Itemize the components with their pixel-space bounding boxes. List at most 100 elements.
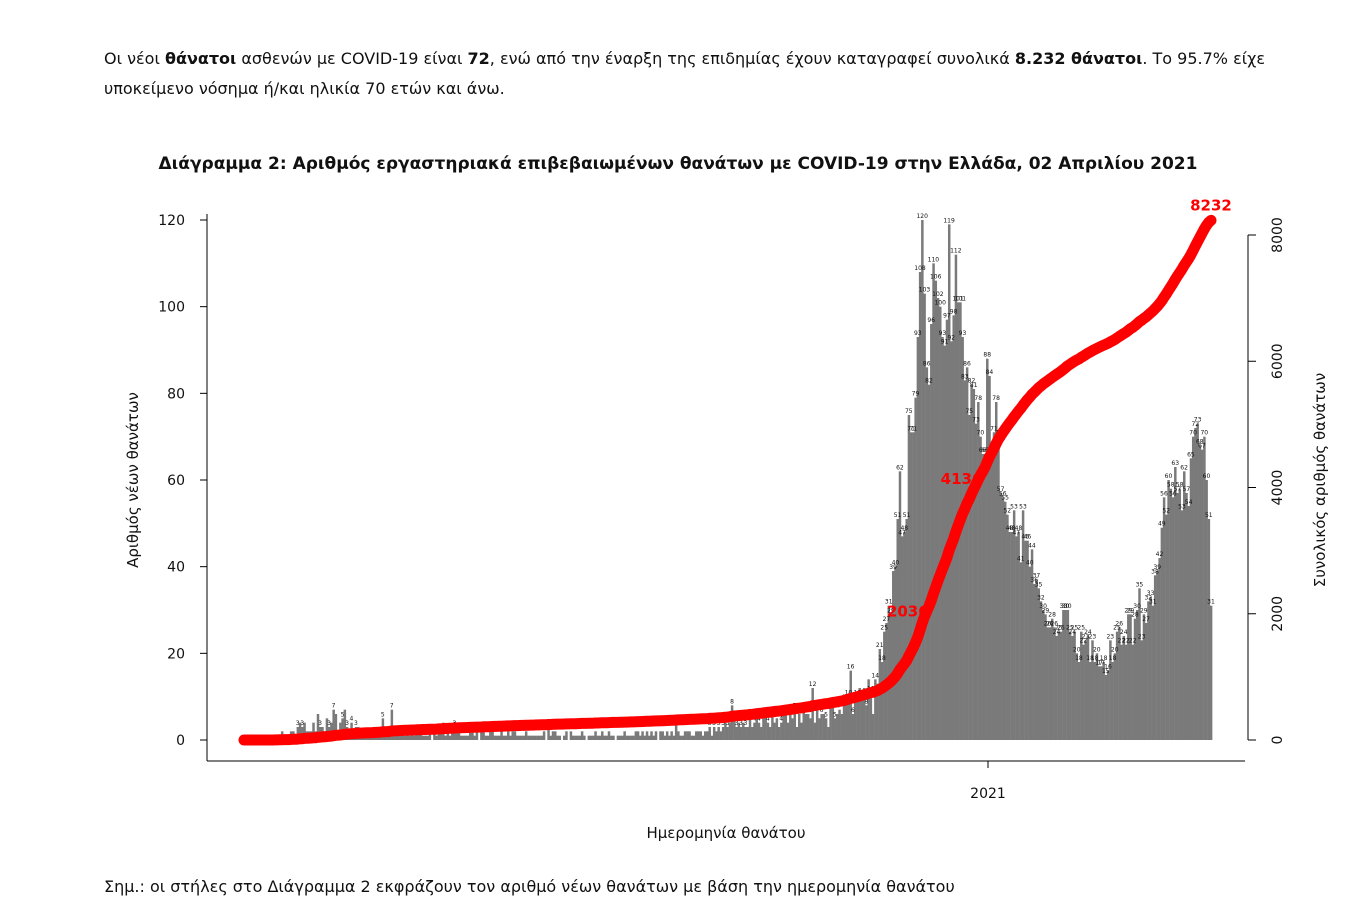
bar [652,735,655,740]
bar [502,735,506,740]
bar [809,718,812,740]
bar [643,735,647,740]
bar-data-label: 53 [1178,503,1186,510]
bar-data-label: 93 [939,330,947,337]
bar [298,722,302,740]
bar [1205,480,1208,740]
bar [1165,514,1168,740]
bar [768,727,772,740]
bar-data-label: 25 [1055,625,1063,632]
bar-data-label: 93 [959,330,967,337]
bar [634,731,638,740]
bar-data-label: 39 [889,564,897,571]
bar [757,722,761,740]
bar-data-label: 31 [885,599,893,606]
bar-data-label: 66 [979,447,987,454]
bar-data-label: 101 [952,295,964,302]
bar-data-label: 97 [943,313,951,320]
bar-data-label: 8 [864,698,868,705]
bar [580,731,584,740]
bar [677,731,680,740]
bar [1028,566,1032,740]
bar [764,714,767,740]
bar-data-label: 52 [1162,508,1170,515]
bar [1189,458,1193,740]
bar [457,731,461,740]
bar [1046,627,1049,740]
bar-data-label: 78 [974,395,982,402]
bar-data-label: 57 [1183,486,1191,493]
bar [466,735,470,740]
bar [515,735,519,740]
intro-line-1: Οι νέοι θάνατοι ασθενών με COVID-19 είνα… [104,44,1356,74]
bar [518,735,521,740]
bar [612,735,615,740]
bar [699,731,703,740]
bar-data-label: 39 [1153,564,1161,571]
intro-bold-deaths: θάνατοι [164,49,237,68]
bar [695,731,698,740]
bar-data-label: 26 [1046,620,1054,627]
bar [851,714,855,740]
bar-data-label: 3 [345,720,349,727]
bar [636,731,640,740]
chart-title: Διάγραμμα 2: Αριθμός εργαστηριακά επιβεβ… [158,154,1198,174]
bar [795,727,799,740]
cumulative-line-group [238,214,1217,746]
bar [650,731,653,740]
bar [977,402,980,740]
bar [549,735,553,740]
bar [954,254,958,741]
bar-data-label: 79 [912,391,920,398]
bar [860,696,864,740]
bar [970,384,973,740]
bar-data-label: 82 [925,378,933,385]
bar [710,735,714,740]
bar [1012,510,1016,740]
bar-data-label: 51 [1205,512,1213,519]
bar [571,735,575,740]
bar [701,735,705,740]
bar [312,722,315,740]
bar-data-label: 24 [1053,629,1061,636]
bar [905,519,908,740]
bar-data-label: 7 [332,703,336,710]
bar [439,731,443,740]
bar [1102,662,1105,740]
bar [446,731,450,740]
bar [540,735,544,740]
bar [448,735,452,740]
intro-text: Οι νέοι [104,49,165,68]
bar-data-label: 3 [717,720,721,727]
bar-data-label: 82 [968,378,976,385]
bar-data-label: 25 [1113,625,1121,632]
intro-text: ασθενών με COVID-19 είναι [236,49,468,68]
bar [1062,610,1065,740]
bar-data-label: 18 [1091,655,1099,662]
bar [417,731,420,740]
bar [945,319,949,740]
bar [455,731,459,740]
bar-data-label: 7 [390,703,394,710]
bar-data-label: 20 [1093,646,1101,653]
bar [596,735,600,740]
bar-data-label: 47 [1012,529,1020,536]
bar [845,696,848,740]
bar [325,718,329,740]
bar [1160,527,1164,740]
bar-data-label: 22 [1080,638,1088,645]
bar [1209,605,1213,740]
bar [529,735,532,740]
bar [536,735,539,740]
bar [762,718,765,740]
bar [997,436,1000,740]
bar [1171,497,1175,740]
bar [686,731,689,740]
bar-data-label: 53 [1010,503,1018,510]
bar-data-label: 25 [1066,625,1074,632]
bar-data-label: 92 [947,334,955,341]
bar [1106,670,1110,740]
bar-data-label: 4 [766,716,770,723]
bar [771,714,774,740]
